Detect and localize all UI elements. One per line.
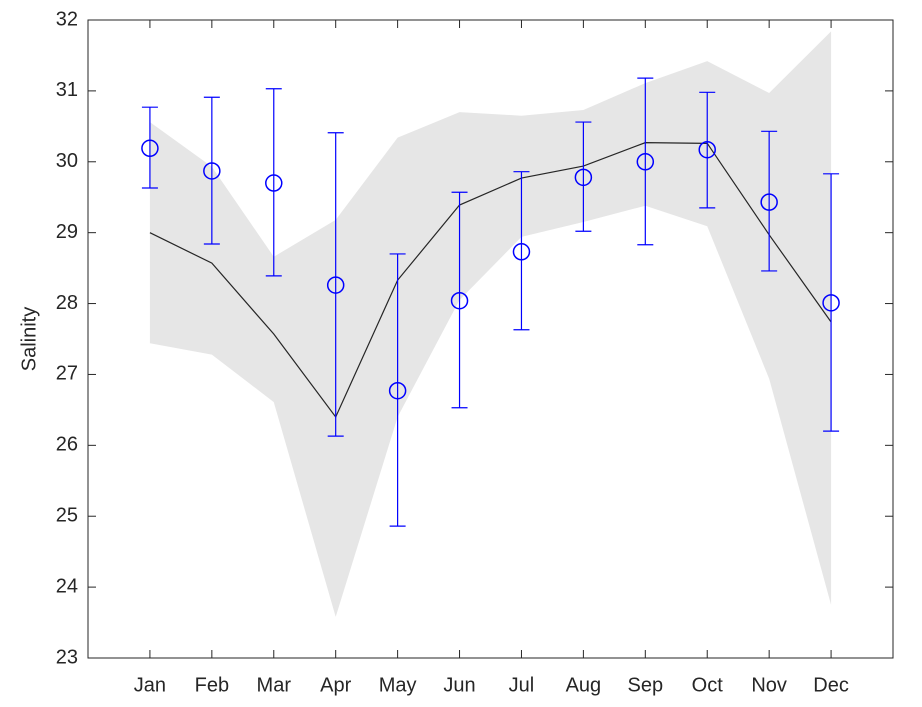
data-point <box>326 276 345 294</box>
y-axis-label: Salinity <box>18 307 40 371</box>
x-tick-label: Dec <box>813 674 849 696</box>
y-tick-label: 26 <box>56 434 78 456</box>
x-tick-label: Feb <box>195 674 229 696</box>
y-tick-label: 24 <box>56 575 78 597</box>
mean-line <box>149 142 832 419</box>
x-tick-label: Mar <box>257 674 292 696</box>
x-tick-label: Aug <box>566 674 602 696</box>
data-point <box>636 153 655 171</box>
data-point <box>760 193 778 211</box>
range-band <box>149 31 832 617</box>
x-tick-label: Apr <box>320 674 351 696</box>
x-tick-label: Jun <box>443 674 475 696</box>
data-point <box>698 140 716 159</box>
x-tick-label: Jul <box>509 674 535 696</box>
y-tick-label: 31 <box>56 79 78 101</box>
data-point <box>203 162 221 180</box>
y-tick-label: 27 <box>56 363 78 385</box>
x-tick-label: Nov <box>751 674 787 696</box>
data-point <box>388 381 407 400</box>
data-point <box>141 139 159 158</box>
y-tick-label: 32 <box>56 8 78 30</box>
y-tick-label: 28 <box>56 292 78 314</box>
y-tick-label: 29 <box>56 221 78 243</box>
x-tick-label: Sep <box>628 674 664 696</box>
x-tick-label: Oct <box>692 674 724 696</box>
x-tick-label: Jan <box>134 674 166 696</box>
y-tick-label: 23 <box>56 646 78 668</box>
data-point <box>265 174 283 192</box>
data-point <box>512 243 531 261</box>
x-tick-label: May <box>379 674 417 696</box>
data-point <box>450 291 469 310</box>
data-point <box>574 168 593 187</box>
data-point <box>822 294 840 312</box>
y-tick-label: 25 <box>56 505 78 527</box>
y-tick-label: 30 <box>56 150 78 172</box>
plot-frame <box>87 19 894 659</box>
